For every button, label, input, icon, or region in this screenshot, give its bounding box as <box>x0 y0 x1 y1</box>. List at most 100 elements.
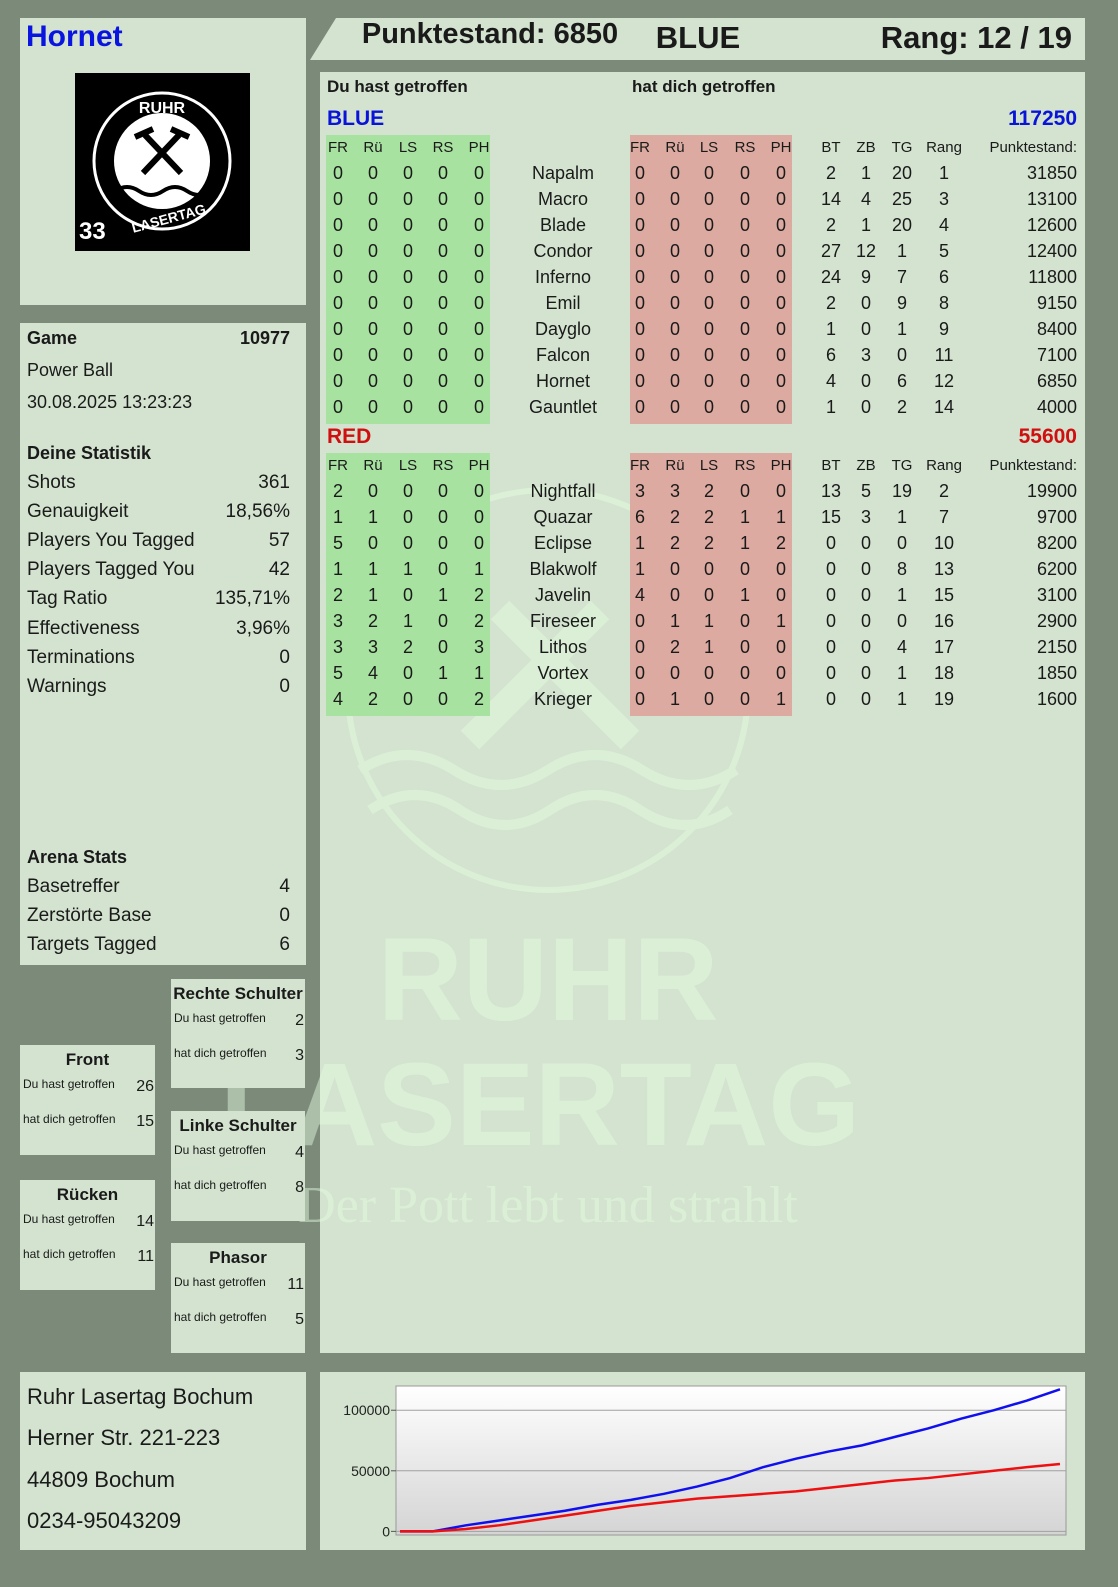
stat-cell: 1 <box>896 689 907 710</box>
zone-title: Front <box>65 1049 110 1069</box>
got-cell: 0 <box>775 397 786 418</box>
stat-label: Effectiveness <box>27 617 140 639</box>
got-cell: 1 <box>739 533 750 554</box>
column-header: LS <box>699 139 719 157</box>
stat-cell: 0 <box>860 611 871 632</box>
zone-title: Rücken <box>56 1184 119 1204</box>
stat-cell: 0 <box>860 585 871 606</box>
logo-number: 33 <box>79 218 106 245</box>
zone-title: Linke Schulter <box>179 1115 297 1135</box>
stats-title: Deine Statistik <box>27 443 152 464</box>
gave-cell: 0 <box>473 481 484 502</box>
got-cell: 0 <box>703 267 714 288</box>
got-cell: 0 <box>739 241 750 262</box>
stat-cell: 13 <box>820 481 842 502</box>
player-score: Punktestand: 6850 <box>361 18 619 51</box>
score-cell: 1850 <box>1036 663 1077 684</box>
gave-cell: 0 <box>402 345 413 366</box>
got-cell: 0 <box>775 215 786 236</box>
got-cell: 0 <box>703 345 714 366</box>
gave-cell: 0 <box>332 267 343 288</box>
stat-label: Shots <box>27 471 76 493</box>
gave-cell: 0 <box>437 507 448 528</box>
gave-cell: 0 <box>437 397 448 418</box>
got-cell: 1 <box>634 559 645 580</box>
team-score: 55600 <box>1018 425 1077 449</box>
gave-cell: 1 <box>367 559 378 580</box>
zone-value: 11 <box>287 1275 304 1293</box>
gave-cell: 2 <box>332 585 343 606</box>
got-cell: 0 <box>703 319 714 340</box>
column-header: Rü <box>363 139 383 157</box>
gave-cell: 0 <box>367 481 378 502</box>
gave-cell: 0 <box>473 397 484 418</box>
gave-cell: 0 <box>332 163 343 184</box>
gave-cell: 1 <box>473 559 484 580</box>
stat-cell: 15 <box>933 585 955 606</box>
column-header: LS <box>398 139 418 157</box>
got-cell: 0 <box>739 319 750 340</box>
player-name-cell: Blade <box>539 215 587 236</box>
column-header: RS <box>432 139 454 157</box>
gave-cell: 0 <box>402 189 413 210</box>
gave-cell: 0 <box>437 371 448 392</box>
arena-title: Arena Stats <box>27 847 128 868</box>
score-cell: 7100 <box>1036 345 1077 366</box>
stat-cell: 4 <box>825 371 836 392</box>
y-tick-label: 50000 <box>351 1463 390 1479</box>
player-name-cell: Eclipse <box>533 533 593 554</box>
header-bar <box>310 18 1085 60</box>
stat-cell: 1 <box>896 241 907 262</box>
gave-cell: 0 <box>402 163 413 184</box>
got-cell: 0 <box>739 663 750 684</box>
score-cell: 11800 <box>1028 267 1077 288</box>
stat-cell: 2 <box>825 215 836 236</box>
player-name-cell: Javelin <box>534 585 592 606</box>
zone-label: hat dich getroffen <box>23 1247 116 1262</box>
game-label: Game <box>27 328 78 349</box>
stat-cell: 27 <box>820 241 842 262</box>
player-name-cell: Blakwolf <box>529 559 597 580</box>
score-cell: 6200 <box>1036 559 1077 580</box>
gave-cell: 4 <box>367 663 378 684</box>
stat-cell: 20 <box>891 215 913 236</box>
column-header: PH <box>770 457 792 475</box>
gave-title: Du hast getroffen <box>327 76 468 96</box>
stat-cell: 0 <box>825 689 836 710</box>
gave-cell: 1 <box>332 507 343 528</box>
got-cell: 0 <box>739 481 750 502</box>
gave-cell: 3 <box>367 637 378 658</box>
stat-cell: 1 <box>896 663 907 684</box>
score-cell: 4000 <box>1036 397 1077 418</box>
gave-cell: 0 <box>437 241 448 262</box>
stat-label: Players Tagged You <box>27 559 195 581</box>
score-cell: 13100 <box>1026 189 1077 210</box>
game-id: 10977 <box>239 328 290 349</box>
stat-cell: 1 <box>896 585 907 606</box>
got-cell: 0 <box>634 371 645 392</box>
stat-cell: 20 <box>891 163 913 184</box>
stat-cell: 0 <box>860 533 871 554</box>
zone-box <box>171 1243 305 1353</box>
column-header: ZB <box>856 139 876 157</box>
gave-cell: 1 <box>473 663 484 684</box>
gave-cell: 0 <box>437 611 448 632</box>
gave-cell: 0 <box>332 241 343 262</box>
gave-cell: 0 <box>402 397 413 418</box>
stat-cell: 1 <box>860 215 871 236</box>
stat-cell: 0 <box>825 585 836 606</box>
gave-cell: 0 <box>402 241 413 262</box>
column-header: RS <box>734 457 756 475</box>
stat-cell: 6 <box>825 345 836 366</box>
player-name-cell: Emil <box>545 293 581 314</box>
zone-value: 5 <box>295 1310 304 1328</box>
gave-cell: 0 <box>332 345 343 366</box>
gave-cell: 0 <box>402 663 413 684</box>
stats-panel <box>20 323 306 965</box>
got-cell: 0 <box>775 637 786 658</box>
got-cell: 0 <box>669 371 680 392</box>
stat-value: 135,71% <box>214 588 290 610</box>
got-cell: 0 <box>703 241 714 262</box>
stat-cell: 17 <box>933 637 955 658</box>
stat-cell: 16 <box>933 611 955 632</box>
